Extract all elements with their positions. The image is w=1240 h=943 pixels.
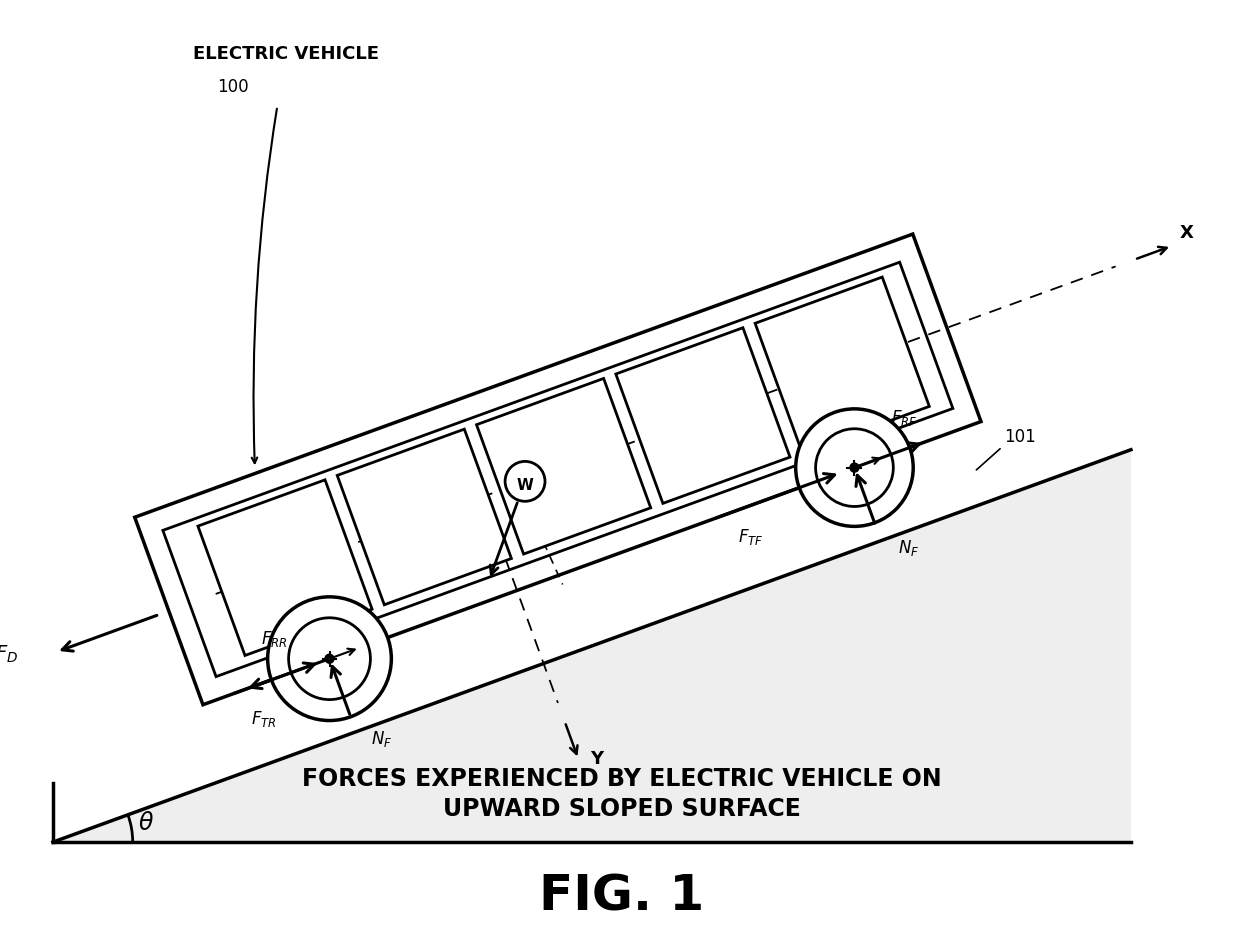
Circle shape (849, 463, 859, 472)
Text: 100: 100 (217, 78, 249, 96)
Text: $N_F$: $N_F$ (898, 538, 919, 557)
Circle shape (268, 597, 392, 720)
Polygon shape (198, 480, 372, 655)
Text: X: X (1179, 223, 1194, 242)
Text: $N_F$: $N_F$ (371, 729, 393, 750)
Circle shape (505, 461, 546, 502)
Text: $\theta$: $\theta$ (138, 811, 154, 835)
Circle shape (796, 409, 913, 526)
Text: FORCES EXPERIENCED BY ELECTRIC VEHICLE ON
UPWARD SLOPED SURFACE: FORCES EXPERIENCED BY ELECTRIC VEHICLE O… (301, 768, 941, 821)
Text: $F_{RF}$: $F_{RF}$ (892, 407, 918, 427)
Polygon shape (755, 277, 929, 453)
Circle shape (325, 654, 334, 663)
Circle shape (816, 429, 893, 506)
Text: 101: 101 (1004, 428, 1035, 446)
Text: $F_{TR}$: $F_{TR}$ (250, 709, 277, 729)
Text: ELECTRIC VEHICLE: ELECTRIC VEHICLE (192, 45, 378, 63)
Polygon shape (476, 378, 651, 554)
Circle shape (289, 618, 371, 700)
Polygon shape (53, 450, 1131, 842)
Polygon shape (616, 328, 790, 504)
Text: $F_{TF}$: $F_{TF}$ (738, 527, 764, 547)
Text: FIG. 1: FIG. 1 (539, 872, 704, 920)
Text: $F_D$: $F_D$ (0, 643, 19, 665)
Polygon shape (337, 429, 511, 604)
Text: $F_{RR}$: $F_{RR}$ (262, 629, 288, 649)
Polygon shape (162, 262, 952, 677)
Text: W: W (516, 478, 533, 493)
Polygon shape (135, 234, 981, 704)
Text: Y: Y (590, 751, 604, 769)
